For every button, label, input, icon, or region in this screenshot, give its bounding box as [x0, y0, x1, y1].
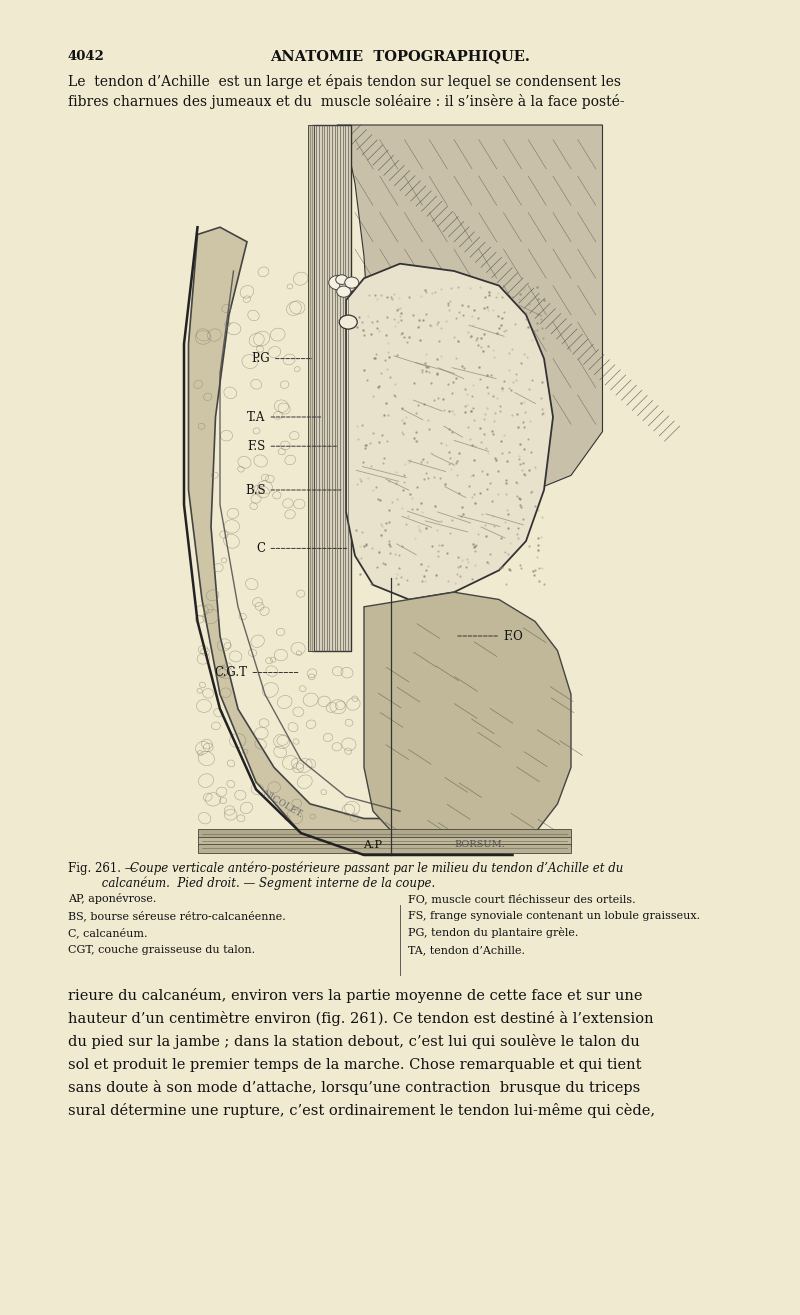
- Text: CGT, couche graisseuse du talon.: CGT, couche graisseuse du talon.: [68, 945, 255, 955]
- Polygon shape: [346, 264, 553, 600]
- Text: T.A: T.A: [247, 410, 321, 423]
- Text: Coupe verticale antéro-postérieure passant par le milieu du tendon d’Achille et : Coupe verticale antéro-postérieure passa…: [130, 861, 623, 874]
- Text: BORSUM.: BORSUM.: [454, 840, 505, 849]
- Text: B.S: B.S: [245, 484, 341, 497]
- Text: C, calcanéum.: C, calcanéum.: [68, 927, 147, 938]
- Text: sural détermine une rupture, c’est ordinairement le tendon lui-même qui cède,: sural détermine une rupture, c’est ordin…: [68, 1103, 655, 1118]
- Text: rieure du calcanéum, environ vers la partie moyenne de cette face et sur une: rieure du calcanéum, environ vers la par…: [68, 988, 642, 1003]
- Text: TA, tendon d’Achille.: TA, tendon d’Achille.: [408, 945, 525, 955]
- Text: ANATOMIE  TOPOGRAPHIQUE.: ANATOMIE TOPOGRAPHIQUE.: [270, 49, 530, 63]
- Ellipse shape: [336, 275, 348, 284]
- Text: AP, aponévrose.: AP, aponévrose.: [68, 893, 156, 903]
- Text: 4042: 4042: [68, 50, 105, 63]
- Text: BS, bourse séreuse rétro-calcanéenne.: BS, bourse séreuse rétro-calcanéenne.: [68, 910, 286, 920]
- Text: P.G: P.G: [251, 352, 312, 366]
- Text: sol et produit le premier temps de la marche. Chose remarquable et qui tient: sol et produit le premier temps de la ma…: [68, 1059, 642, 1072]
- Polygon shape: [364, 592, 571, 855]
- Text: hauteur d’un centimètre environ (fig. 261). Ce tendon est destiné à l’extension: hauteur d’un centimètre environ (fig. 26…: [68, 1011, 654, 1026]
- Text: F.O: F.O: [457, 630, 522, 643]
- Ellipse shape: [329, 275, 346, 289]
- Text: du pied sur la jambe ; dans la station debout, c’est lui qui soulève le talon du: du pied sur la jambe ; dans la station d…: [68, 1034, 640, 1049]
- Bar: [312, 125, 350, 651]
- Text: calcanéum.  Pied droit. — Segment interne de la coupe.: calcanéum. Pied droit. — Segment interne…: [68, 877, 435, 890]
- Bar: [198, 830, 571, 838]
- Text: C.G.T: C.G.T: [214, 665, 298, 679]
- Text: PG, tendon du plantaire grèle.: PG, tendon du plantaire grèle.: [408, 927, 578, 938]
- Text: FS, frange synoviale contenant un lobule graisseux.: FS, frange synoviale contenant un lobule…: [408, 911, 700, 920]
- Text: NICOLET.: NICOLET.: [261, 789, 305, 819]
- Bar: [198, 844, 571, 853]
- Text: fibres charnues des jumeaux et du  muscle soléaire : il s’insère à la face posté: fibres charnues des jumeaux et du muscle…: [68, 93, 625, 109]
- Bar: [308, 125, 314, 651]
- Text: sans doute à son mode d’attache, lorsqu’une contraction  brusque du triceps: sans doute à son mode d’attache, lorsqu’…: [68, 1080, 640, 1095]
- Ellipse shape: [345, 277, 358, 288]
- Text: FO, muscle court fléchisseur des orteils.: FO, muscle court fléchisseur des orteils…: [408, 893, 636, 903]
- Ellipse shape: [339, 316, 358, 329]
- Bar: [198, 836, 571, 846]
- Text: A.P: A.P: [363, 840, 382, 849]
- Text: F.S: F.S: [247, 439, 337, 452]
- Text: Le  tendon d’Achille  est un large et épais tendon sur lequel se condensent les: Le tendon d’Achille est un large et épai…: [68, 74, 621, 89]
- Ellipse shape: [337, 285, 350, 297]
- Ellipse shape: [340, 279, 356, 292]
- Text: Fig. 261. —: Fig. 261. —: [68, 863, 137, 874]
- Polygon shape: [189, 227, 513, 855]
- Polygon shape: [337, 125, 602, 490]
- Bar: [175, 125, 625, 855]
- Text: C: C: [257, 542, 348, 555]
